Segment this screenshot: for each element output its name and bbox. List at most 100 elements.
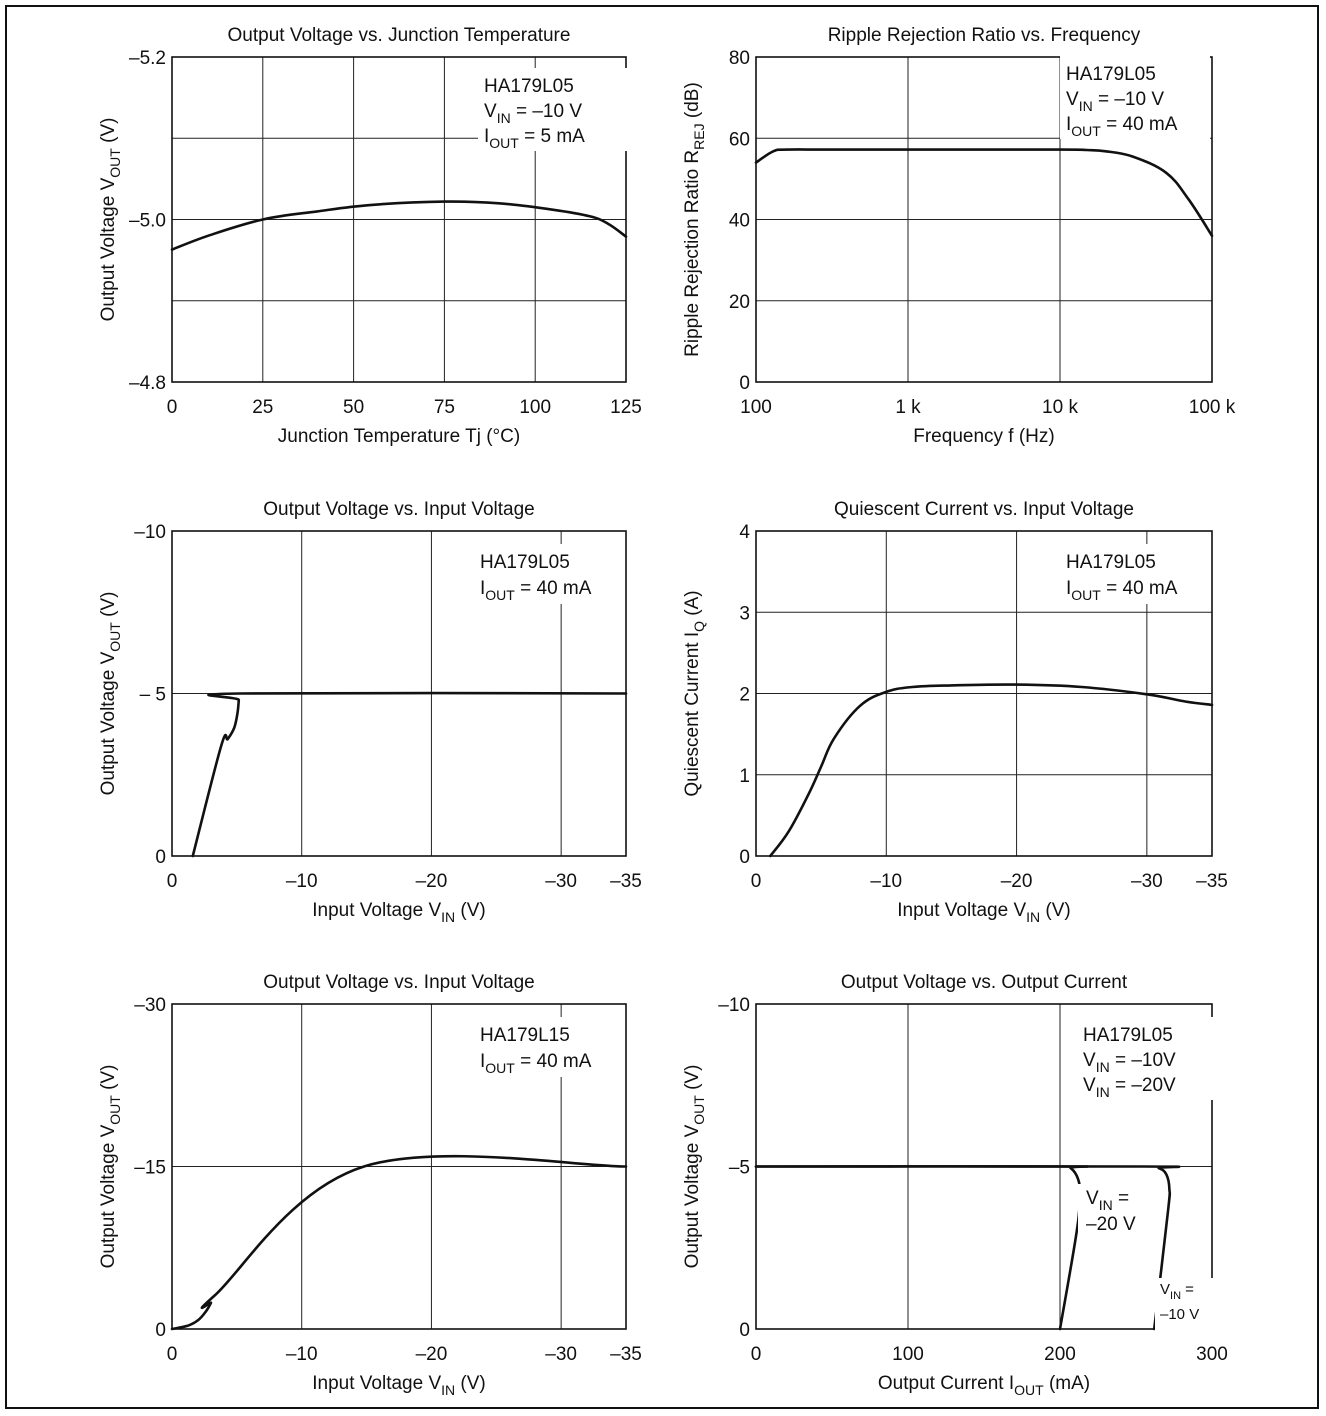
x-tick-label: 10 k — [1042, 397, 1078, 418]
x-tick-label: –35 — [1196, 871, 1228, 892]
series-line-1 — [769, 683, 1214, 858]
chart-title: Output Voltage vs. Input Voltage — [263, 499, 534, 520]
y-tick-label: 2 — [739, 685, 750, 706]
y-tick-label: 3 — [739, 603, 750, 624]
x-tick-label: 100 — [892, 1344, 924, 1365]
annotation-background — [1060, 56, 1210, 139]
annotation-line: IOUT​ = 40 mA — [480, 1051, 592, 1076]
chart-title: Output Voltage vs. Input Voltage — [263, 972, 534, 993]
annotation-line: HA179L05 — [1066, 552, 1156, 573]
chart-title: Quiescent Current vs. Input Voltage — [834, 499, 1134, 520]
y-tick-label: 4 — [739, 522, 750, 543]
y-axis-label: Output Voltage VOUT​ (V) — [98, 1065, 123, 1269]
annotation-line: IOUT​ = 40 mA — [1066, 114, 1178, 139]
x-tick-label: 100 — [519, 397, 551, 418]
x-tick-label: 0 — [751, 871, 762, 892]
series-label: VIN​ = — [1160, 1281, 1194, 1302]
annotation-line: IOUT​ = 40 mA — [480, 578, 592, 603]
annotation-background — [1077, 1017, 1227, 1100]
annotation-line: HA179L05 — [1066, 64, 1156, 85]
y-tick-label: –5.0 — [129, 211, 166, 232]
series-label: VIN​ = — [1086, 1188, 1129, 1213]
x-tick-label: –30 — [545, 1344, 577, 1365]
annotation-line: VIN​ = –10 V — [1066, 89, 1164, 114]
y-tick-label: –5 — [729, 1158, 750, 1179]
plot-area-border — [755, 530, 1213, 857]
chart-panel-1: Output Voltage vs. Junction Temperature 0… — [98, 25, 642, 447]
chart-panel-6: Output Voltage vs. Output Current 0 100 200… — [682, 972, 1228, 1398]
y-tick-label: 0 — [739, 373, 750, 394]
y-tick-label: –4.8 — [129, 373, 166, 394]
chart-panel-3: Output Voltage vs. Input Voltage 0 –10 –20 –… — [98, 499, 642, 925]
x-tick-label: –10 — [286, 871, 318, 892]
annotation-line: VIN​ = –10V — [1083, 1050, 1176, 1075]
x-axis-label: Output Current IOUT​ (mA) — [878, 1373, 1090, 1398]
annotation-background — [1060, 544, 1210, 604]
x-axis-label: Frequency f (Hz) — [913, 426, 1054, 447]
y-tick-label: –30 — [134, 995, 166, 1016]
figure-frame — [5, 5, 1319, 1409]
annotation-background — [474, 544, 624, 604]
y-tick-label: –10 — [134, 522, 166, 543]
y-axis-label: Quiescent Current IQ​ (A) — [682, 590, 707, 796]
y-tick-label: –15 — [134, 1158, 166, 1179]
x-tick-label: –20 — [416, 1344, 448, 1365]
series-line-1 — [170, 1154, 628, 1331]
x-tick-label: 75 — [434, 397, 455, 418]
y-tick-label: 0 — [155, 1320, 166, 1341]
series-line-2 — [754, 1165, 1181, 1331]
x-tick-label: 300 — [1196, 1344, 1228, 1365]
y-tick-label: 40 — [729, 211, 750, 232]
annotation-line: VIN​ = –20V — [1083, 1075, 1176, 1100]
x-tick-label: 0 — [167, 397, 178, 418]
y-tick-label: –10 — [718, 995, 750, 1016]
series-line-1 — [754, 148, 1214, 238]
x-tick-label: 200 — [1044, 1344, 1076, 1365]
x-tick-label: 0 — [167, 871, 178, 892]
series-label-background — [1155, 1278, 1213, 1330]
x-tick-label: –30 — [1131, 871, 1163, 892]
x-tick-label: –10 — [286, 1344, 318, 1365]
annotation-background — [478, 68, 628, 151]
plot-area-border — [755, 56, 1213, 383]
annotation-line: IOUT​ = 5 mA — [484, 126, 585, 151]
annotation-line: IOUT​ = 40 mA — [1066, 578, 1178, 603]
chart-panel-5: Output Voltage vs. Input Voltage 0 –10 –20 –… — [98, 972, 642, 1398]
y-axis-label: Output Voltage VOUT​ (V) — [98, 118, 123, 322]
y-axis-label: Output Voltage VOUT​ (V) — [98, 592, 123, 796]
y-tick-label: 1 — [739, 766, 750, 787]
series-line-1 — [191, 691, 628, 858]
annotation-line: HA179L05 — [1083, 1025, 1173, 1046]
x-tick-label: 100 k — [1189, 397, 1236, 418]
y-tick-label: 0 — [155, 847, 166, 868]
plot-area-border — [171, 56, 627, 383]
x-tick-label: –20 — [1001, 871, 1033, 892]
chart-title: Output Voltage vs. Output Current — [841, 972, 1128, 993]
annotation-line: HA179L05 — [484, 76, 574, 97]
x-tick-label: 100 — [740, 397, 772, 418]
annotation-line: HA179L15 — [480, 1025, 570, 1046]
x-tick-label: 125 — [610, 397, 642, 418]
x-tick-label: 1 k — [895, 397, 921, 418]
series-line-1 — [170, 200, 628, 251]
x-tick-label: 0 — [167, 1344, 178, 1365]
y-tick-label: 60 — [729, 129, 750, 150]
x-tick-label: 50 — [343, 397, 364, 418]
y-tick-label: 20 — [729, 292, 750, 313]
chart-title: Output Voltage vs. Junction Temperature — [228, 25, 571, 46]
x-axis-label: Junction Temperature Tj (°C) — [278, 426, 520, 447]
series-line-1 — [754, 1165, 1089, 1331]
y-tick-label: 0 — [739, 1320, 750, 1341]
x-axis-label: Input Voltage VIN​ (V) — [312, 900, 486, 925]
annotation-line: VIN​ = –10 V — [484, 101, 582, 126]
annotation-background — [474, 1017, 624, 1077]
y-tick-label: – 5 — [140, 685, 166, 706]
y-axis-label: Output Voltage VOUT​ (V) — [682, 1065, 707, 1269]
x-tick-label: –30 — [545, 871, 577, 892]
x-axis-label: Input Voltage VIN​ (V) — [312, 1373, 486, 1398]
series-label: –10 V — [1160, 1306, 1199, 1323]
x-tick-label: –20 — [416, 871, 448, 892]
series-label: –20 V — [1086, 1214, 1136, 1235]
series-label-background — [1078, 1184, 1138, 1246]
